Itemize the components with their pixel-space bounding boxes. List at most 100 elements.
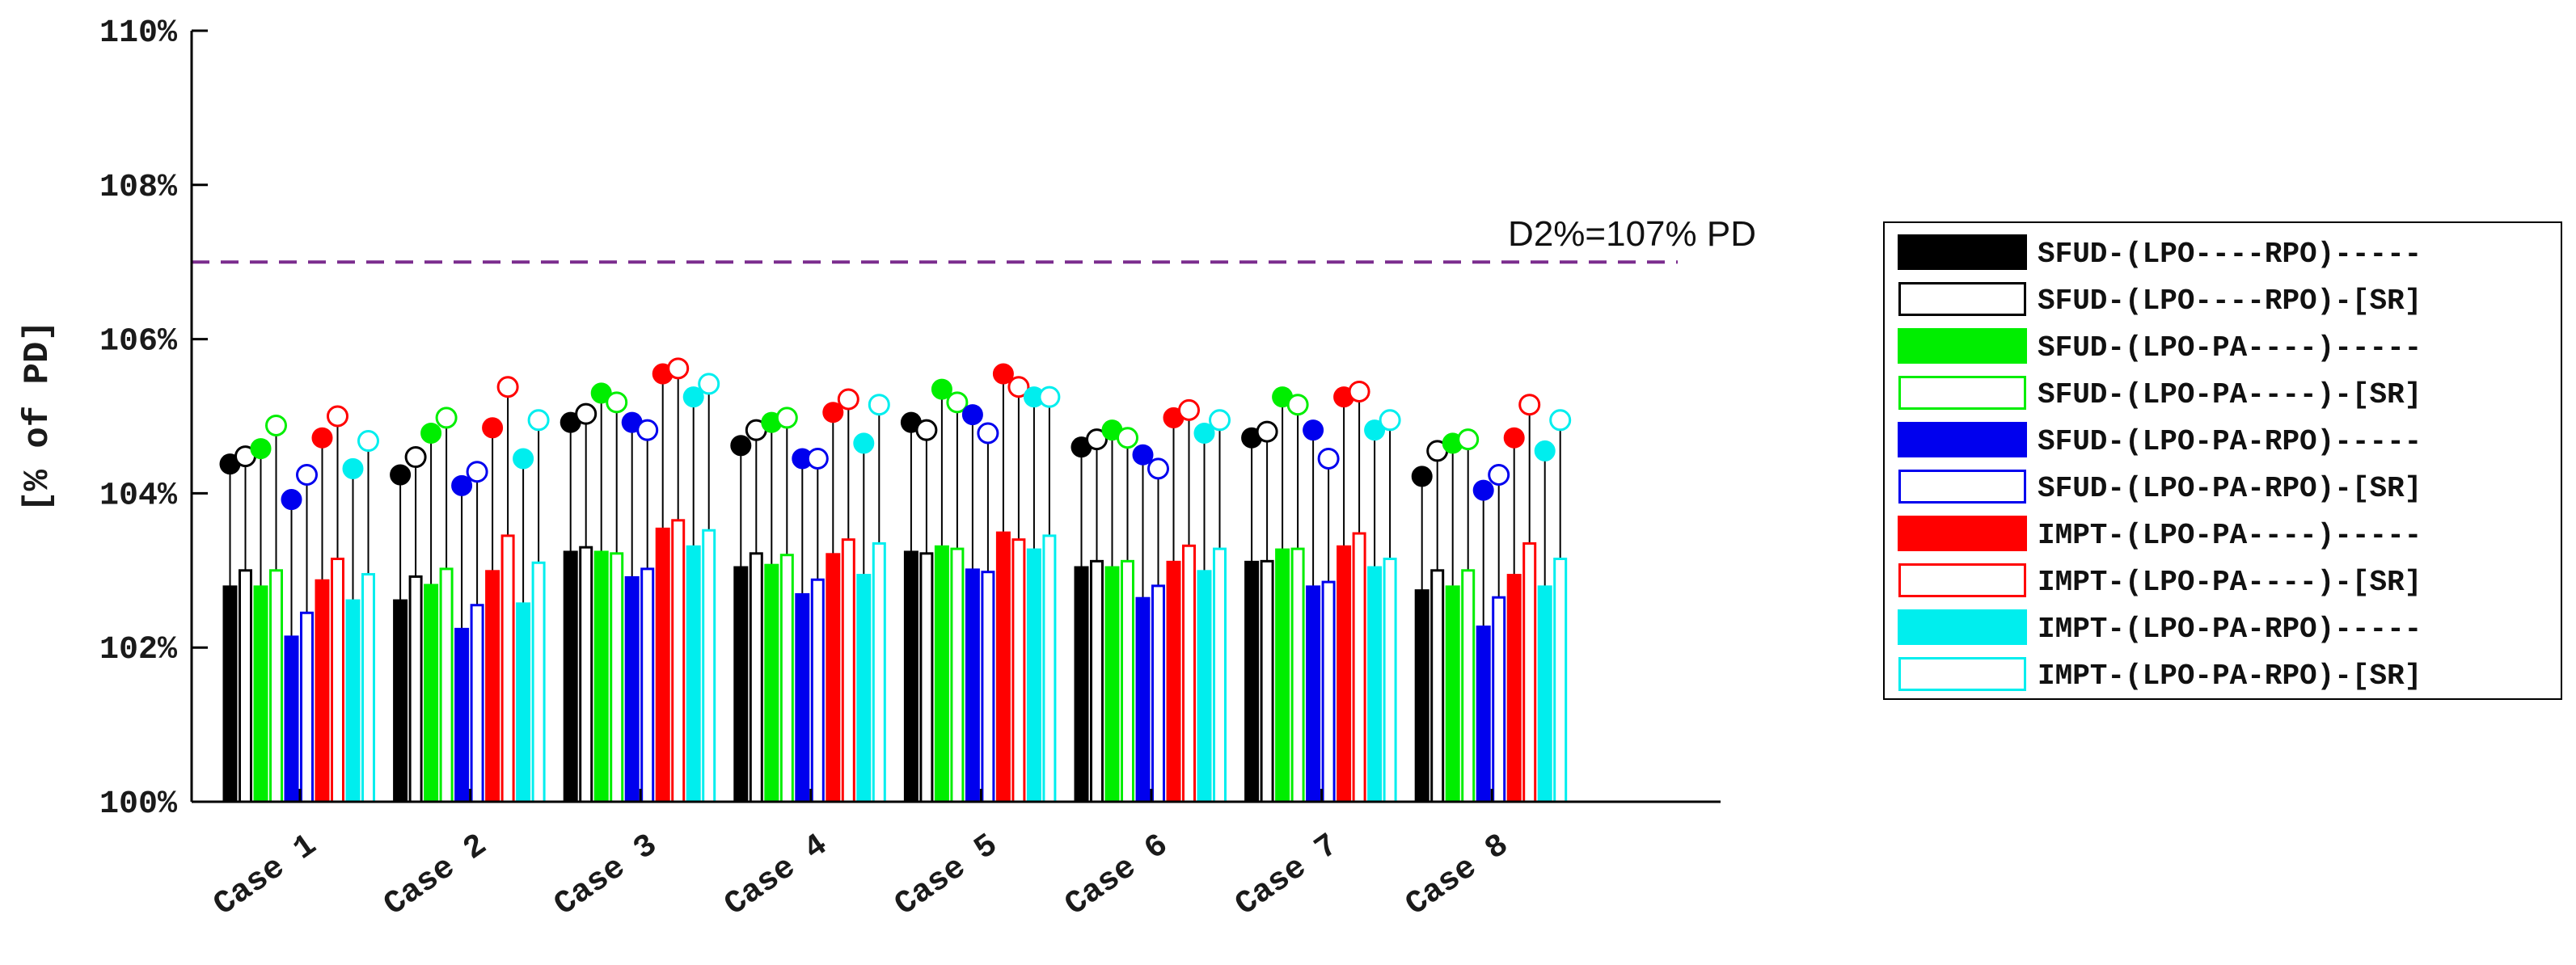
marker-point	[1147, 457, 1169, 480]
bar	[1461, 569, 1476, 803]
bar	[1553, 557, 1568, 803]
legend-label: IMPT-(LPO-PA-RPO)-[SR]	[2038, 659, 2422, 693]
marker-point	[281, 489, 302, 511]
x-tick-label: Case 3	[548, 828, 665, 924]
bar	[1337, 545, 1352, 803]
x-tick-label: Case 7	[1229, 828, 1345, 924]
y-axis-label: [% of PD]	[18, 320, 58, 512]
marker-point	[435, 407, 458, 429]
marker-point	[1132, 444, 1154, 466]
bar	[810, 578, 825, 803]
bar	[269, 569, 283, 803]
bar	[903, 550, 918, 803]
marker-point	[606, 391, 628, 414]
marker-point	[250, 438, 272, 460]
marker-point	[977, 422, 999, 445]
legend-label: IMPT-(LPO-PA-RPO)-----	[2038, 613, 2422, 646]
bar	[1026, 548, 1041, 803]
bar	[965, 568, 980, 803]
marker-point	[1038, 386, 1061, 408]
marker-point	[451, 474, 473, 496]
marker-point	[496, 376, 519, 398]
bar	[1306, 585, 1321, 803]
marker-point	[931, 378, 952, 400]
bar	[1290, 547, 1305, 803]
bar	[331, 557, 344, 803]
bar	[1121, 559, 1134, 803]
bar	[1522, 541, 1537, 803]
marker-point	[342, 457, 364, 479]
marker-point	[296, 464, 318, 487]
marker-point	[822, 402, 844, 424]
bar	[1104, 566, 1120, 803]
marker-point	[390, 464, 412, 486]
bar	[841, 538, 855, 803]
bar	[1445, 585, 1460, 803]
bar	[1352, 532, 1366, 803]
y-tick-label: 106%	[99, 324, 178, 360]
marker-point	[775, 407, 798, 429]
bar	[671, 519, 686, 803]
marker-point	[311, 427, 333, 449]
bar	[1430, 569, 1445, 803]
marker-point	[1364, 419, 1386, 441]
bar	[485, 570, 500, 803]
legend-label: SFUD-(LPO-PA----)-----	[2038, 331, 2422, 365]
bar	[424, 584, 439, 803]
legend-swatch	[1898, 609, 2027, 645]
bar	[393, 599, 408, 803]
marker-point	[404, 446, 427, 469]
marker-point	[853, 432, 875, 454]
bar	[686, 545, 701, 803]
legend-swatch	[1898, 657, 2026, 691]
marker-point	[1209, 409, 1231, 432]
marker-point	[730, 435, 752, 457]
marker-point	[1488, 464, 1510, 487]
legend-swatch	[1898, 563, 2026, 597]
x-tick-label: Case 5	[889, 828, 1005, 924]
bar	[995, 531, 1011, 803]
bar	[1090, 559, 1104, 803]
y-tick-label: 104%	[99, 478, 178, 514]
x-tick-label: Case 4	[718, 828, 834, 924]
bar	[470, 604, 484, 803]
chart-marks: D2%=107% PD	[192, 214, 1756, 803]
marker-point	[1007, 376, 1030, 398]
bar	[439, 567, 454, 803]
bar	[300, 611, 314, 803]
marker-point	[1457, 428, 1480, 451]
bar	[516, 602, 531, 803]
y-tick-label: 110%	[99, 15, 178, 52]
legend-swatch	[1898, 470, 2026, 504]
marker-point	[636, 419, 659, 441]
marker-point	[698, 373, 720, 395]
bar	[239, 569, 252, 803]
bar	[826, 553, 841, 803]
bar	[733, 566, 749, 803]
legend-label: SFUD-(LPO----RPO)-----	[2038, 238, 2422, 271]
legend-label: IMPT-(LPO-PA----)-[SR]	[2038, 566, 2422, 599]
marker-point	[482, 417, 504, 439]
bar	[640, 567, 655, 803]
legend-swatch	[1898, 516, 2027, 551]
bar	[1367, 566, 1383, 803]
bar	[1383, 557, 1397, 803]
bar	[454, 627, 470, 803]
bar	[981, 571, 995, 803]
bar	[284, 635, 299, 803]
chart-legend: SFUD-(LPO----RPO)----- SFUD-(LPO----RPO)-…	[1883, 221, 2562, 700]
bar	[593, 550, 609, 803]
x-tick-label: Case 1	[208, 828, 324, 924]
bar	[1537, 585, 1552, 803]
marker-point	[265, 414, 287, 436]
marker-point	[1086, 428, 1108, 451]
legend-label: SFUD-(LPO-PA-RPO)-[SR]	[2038, 472, 2422, 505]
bar	[1197, 570, 1212, 803]
bar	[1042, 534, 1057, 803]
marker-point	[466, 461, 488, 483]
marker-point	[1193, 422, 1215, 444]
marker-point	[513, 448, 534, 470]
marker-point	[1348, 380, 1370, 402]
bar	[749, 552, 763, 803]
